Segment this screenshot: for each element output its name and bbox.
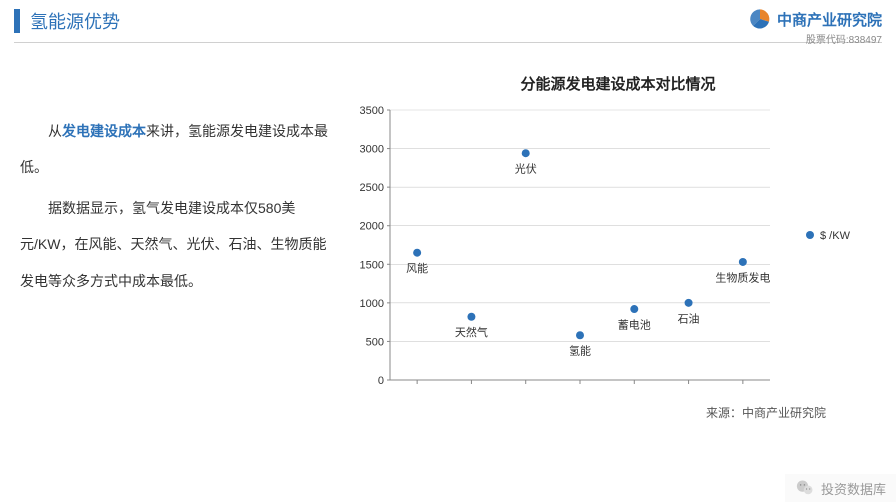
svg-text:光伏: 光伏: [515, 162, 537, 176]
svg-text:0: 0: [378, 375, 384, 387]
footer-label: 投资数据库: [821, 479, 886, 498]
title-accent-bar: [14, 9, 20, 33]
page-title-block: 氢能源优势: [14, 8, 120, 34]
svg-text:1500: 1500: [360, 259, 384, 271]
chart-area: 分能源发电建设成本对比情况 0 500 1000 1500 2000 2500 3000 35…: [350, 73, 886, 421]
svg-text:3500: 3500: [360, 105, 384, 117]
svg-text:风能: 风能: [406, 261, 428, 275]
svg-text:石油: 石油: [678, 311, 700, 325]
wechat-icon: [795, 478, 815, 498]
logo-block: 中商产业研究院 股票代码:838497: [749, 8, 882, 46]
svg-text:2000: 2000: [360, 221, 384, 233]
footer-watermark: 投资数据库: [785, 474, 896, 502]
svg-text:氢能: 氢能: [569, 344, 591, 358]
page-title: 氢能源优势: [30, 8, 120, 34]
svg-text:500: 500: [366, 336, 384, 348]
svg-text:3000: 3000: [360, 144, 384, 156]
logo-subtitle: 股票代码:838497: [749, 31, 882, 46]
body-text: 从发电建设成本来讲，氢能源发电建设成本最低。 据数据显示，氢气发电建设成本仅58…: [20, 73, 340, 421]
scatter-chart: 0 500 1000 1500 2000 2500 3000 3500 风能天然气 光伏氢能 蓄电池…: [350, 100, 870, 400]
svg-text:蓄电池: 蓄电池: [618, 318, 651, 331]
svg-text:生物质发电: 生物质发电: [715, 270, 770, 284]
svg-text:2500: 2500: [360, 182, 384, 194]
paragraph-1: 从发电建设成本来讲，氢能源发电建设成本最低。: [20, 113, 340, 186]
chart-source: 来源：中商产业研究院: [350, 404, 886, 421]
svg-text:$ /KW: $ /KW: [820, 230, 851, 242]
logo-name: 中商产业研究院: [777, 9, 882, 30]
logo-pie-icon: [749, 8, 771, 30]
paragraph-2: 据数据显示，氢气发电建设成本仅580美元/KW，在风能、天然气、光伏、石油、生物…: [20, 190, 340, 299]
svg-text:天然气: 天然气: [455, 325, 488, 339]
highlight-term: 发电建设成本: [62, 123, 146, 139]
chart-title: 分能源发电建设成本对比情况: [350, 73, 886, 94]
svg-text:1000: 1000: [360, 298, 384, 310]
